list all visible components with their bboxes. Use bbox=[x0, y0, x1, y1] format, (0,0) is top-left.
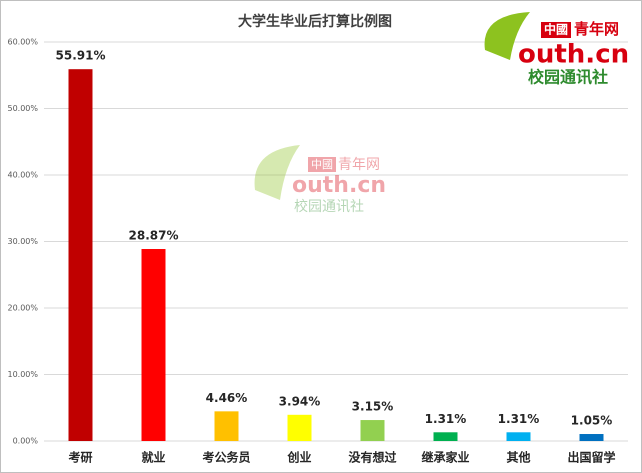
watermark-name: 青年网 bbox=[338, 157, 380, 173]
logo-domain: outh.cn bbox=[518, 40, 629, 70]
logo-badge bbox=[541, 22, 571, 38]
value-label: 28.87% bbox=[129, 229, 179, 243]
watermark-leaf bbox=[254, 145, 300, 200]
logo-leaf bbox=[484, 12, 530, 60]
bar bbox=[433, 432, 458, 441]
logo-name: 青年网 bbox=[574, 20, 619, 38]
value-label: 3.15% bbox=[352, 400, 394, 414]
y-tick-label: 50.00% bbox=[7, 104, 38, 113]
logo-org: 校园通讯社 bbox=[528, 68, 608, 87]
bar bbox=[506, 432, 531, 441]
logo-brand: 中國 bbox=[544, 22, 568, 37]
bar bbox=[68, 69, 93, 442]
x-tick-label: 出国留学 bbox=[567, 450, 615, 465]
x-tick-label: 就业 bbox=[141, 450, 165, 465]
watermark-org: 校园通讯社 bbox=[294, 198, 364, 215]
value-label: 55.91% bbox=[56, 49, 106, 63]
y-tick-label: 10.00% bbox=[7, 370, 38, 379]
y-tick-label: 40.00% bbox=[7, 171, 38, 180]
y-tick-label: 30.00% bbox=[7, 237, 38, 246]
value-label: 1.31% bbox=[425, 412, 467, 426]
value-label: 1.31% bbox=[498, 412, 540, 426]
x-tick-label: 考研 bbox=[68, 450, 92, 465]
watermark-badge bbox=[308, 157, 336, 172]
bar bbox=[141, 249, 166, 441]
value-label: 4.46% bbox=[206, 391, 248, 405]
bar bbox=[360, 420, 385, 441]
y-tick-label: 20.00% bbox=[7, 304, 38, 313]
plot: 0.00% 10.00% 20.00% 30.00% 40.00% 50.00% 60.00… bbox=[7, 38, 628, 465]
x-tick-label: 创业 bbox=[286, 450, 311, 465]
y-tick-label: 60.00% bbox=[7, 38, 38, 47]
logo: 中國 青年网 outh.cn 校园通讯社 bbox=[484, 12, 629, 87]
x-tick-label: 没有想过 bbox=[348, 450, 396, 465]
watermark: 中國 青年网 outh.cn 校园通讯社 bbox=[254, 145, 386, 215]
bar bbox=[579, 434, 604, 441]
value-label: 1.05% bbox=[571, 414, 613, 428]
x-tick-label: 其他 bbox=[506, 450, 530, 465]
x-tick-label: 考公务员 bbox=[202, 450, 250, 465]
y-tick-label: 0.00% bbox=[13, 437, 39, 446]
watermark-domain: outh.cn bbox=[292, 173, 386, 198]
x-tick-label: 继承家业 bbox=[421, 450, 469, 465]
chart-title: 大学生毕业后打算比例图 bbox=[238, 13, 392, 30]
bar bbox=[214, 411, 239, 441]
watermark-brand: 中國 bbox=[311, 158, 333, 171]
bar bbox=[287, 414, 312, 441]
value-label: 3.94% bbox=[279, 394, 321, 408]
